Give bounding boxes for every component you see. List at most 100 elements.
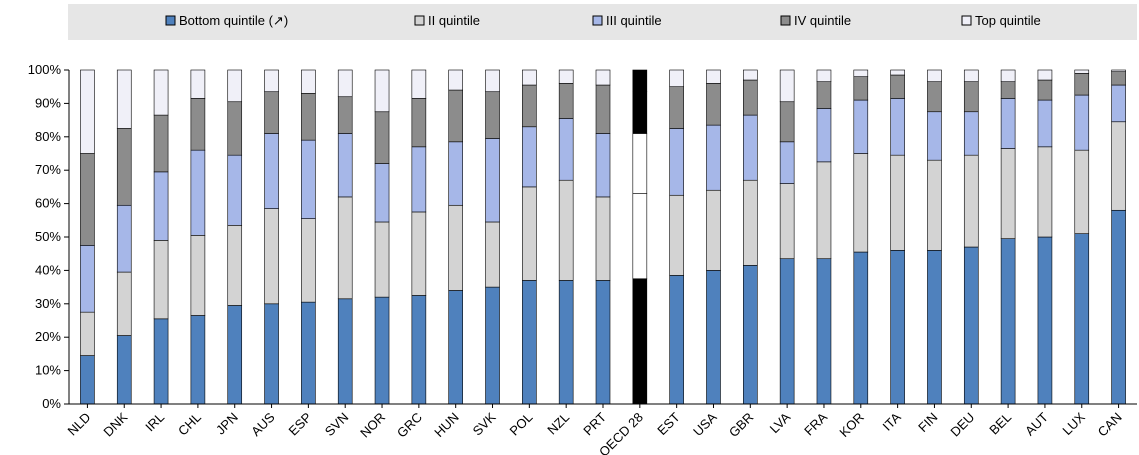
bar-segment-1	[1074, 233, 1090, 405]
legend-label-5: Top quintile	[975, 13, 1041, 28]
bar-segment-2	[779, 183, 795, 260]
bar-segment-3	[1074, 94, 1090, 151]
y-tick-label: 20%	[35, 329, 61, 344]
bar-segment-1	[927, 250, 942, 405]
bar-segment-4	[485, 91, 500, 139]
bar-segment-1	[1111, 209, 1126, 405]
bar-segment-2	[1111, 121, 1126, 211]
bar-segment-4	[190, 98, 206, 151]
bar-segment-2	[853, 153, 869, 253]
bar-segment-3	[1000, 98, 1016, 149]
bar-segment-1	[116, 335, 132, 405]
bar-segment-4	[522, 84, 537, 128]
x-tick-label: LVA	[767, 409, 794, 436]
bar-segment-1	[485, 286, 500, 405]
bar-segment-3	[927, 111, 942, 161]
x-tick-label: SVK	[470, 409, 499, 438]
bar-segment-2	[632, 193, 648, 280]
bar-segment-2	[264, 208, 279, 305]
bar-segment-5	[632, 69, 648, 93]
bar-segment-3	[337, 133, 353, 198]
x-tick-label: EST	[654, 409, 683, 438]
bar-segment-1	[301, 301, 316, 405]
bar-segment-1	[411, 295, 427, 405]
bar-segment-1	[1000, 238, 1016, 405]
bar-segment-1	[779, 258, 795, 405]
bar-segment-2	[1000, 148, 1016, 239]
bar-segment-1	[669, 275, 684, 405]
bar-segment-2	[890, 154, 905, 251]
bar-segment-2	[743, 179, 758, 266]
x-tick-label: CHL	[175, 410, 204, 439]
bar-segment-1	[227, 305, 243, 405]
x-tick-label: FIN	[915, 410, 940, 435]
bar-segment-1	[153, 318, 169, 405]
x-axis: NLD DNK IRL CHL JPN AUS ESP SVN NOR GRC HUN SVK POL N…	[65, 403, 1137, 455]
bar-segment-5	[779, 69, 795, 103]
bar-segment-2	[485, 221, 500, 288]
bar-segment-4	[374, 111, 390, 164]
bar-segment-2	[522, 186, 537, 281]
x-tick-label: KOR	[836, 410, 867, 441]
y-tick-label: 70%	[35, 162, 61, 177]
bar-segment-5	[595, 69, 611, 86]
bar-segment-1	[853, 251, 869, 405]
bar-segment-3	[301, 139, 316, 219]
bar-segment-2	[706, 189, 721, 271]
bar-segment-2	[227, 225, 243, 306]
bar-segment-5	[1037, 69, 1053, 81]
bar-segment-3	[1111, 84, 1126, 123]
bar-segment-2	[411, 211, 427, 296]
bar-segment-3	[743, 114, 758, 181]
bar-segment-1	[890, 250, 905, 405]
bar-segment-2	[116, 271, 132, 336]
x-tick-label: FRA	[801, 409, 830, 438]
bar-segment-1	[558, 280, 574, 405]
bar-segment-5	[374, 69, 390, 113]
bar-segment-4	[558, 83, 574, 119]
bar-segment-3	[448, 141, 463, 206]
bar-segment-3	[890, 98, 905, 156]
bar-segment-2	[1037, 146, 1053, 238]
x-tick-label: HUN	[431, 410, 462, 441]
bar-segment-5	[706, 69, 721, 84]
bar-segment-5	[1000, 69, 1016, 82]
bar-segment-3	[595, 133, 611, 198]
bar-segment-4	[927, 81, 942, 113]
bar-segment-4	[743, 79, 758, 116]
bar-segment-5	[963, 69, 979, 82]
bar-segment-1	[706, 270, 721, 405]
bar-segment-4	[264, 91, 279, 134]
y-tick-label: 80%	[35, 129, 61, 144]
bar-segment-5	[485, 69, 500, 93]
bar-segment-3	[853, 99, 869, 154]
bar-segment-5	[669, 69, 684, 88]
x-tick-label: BEL	[986, 410, 1014, 438]
bar-segment-3	[80, 245, 95, 313]
bar-segment-2	[80, 311, 95, 356]
legend-label-3: III quintile	[606, 13, 662, 28]
bar-segment-4	[963, 81, 979, 113]
bar-segment-2	[374, 221, 390, 298]
bar-segment-5	[190, 69, 206, 99]
x-tick-label: GBR	[726, 410, 757, 441]
bar-segment-3	[485, 138, 500, 223]
bar-segment-5	[448, 69, 463, 91]
bar-segment-2	[153, 240, 169, 320]
x-tick-label: NZL	[544, 410, 572, 438]
bar-segment-1	[264, 303, 279, 405]
bar-segment-3	[374, 163, 390, 223]
y-tick-label: 60%	[35, 196, 61, 211]
bars	[80, 69, 1126, 405]
legend-label-4: IV quintile	[794, 13, 851, 28]
bar-segment-3	[411, 146, 427, 213]
bar-segment-2	[669, 194, 684, 276]
legend-swatch-1	[165, 15, 176, 26]
bar-segment-4	[1074, 73, 1090, 96]
bar-segment-3	[632, 133, 648, 194]
bar-segment-3	[558, 118, 574, 181]
x-tick-label: NLD	[65, 410, 94, 439]
bar-segment-5	[153, 69, 169, 116]
bar-segment-3	[816, 108, 832, 163]
